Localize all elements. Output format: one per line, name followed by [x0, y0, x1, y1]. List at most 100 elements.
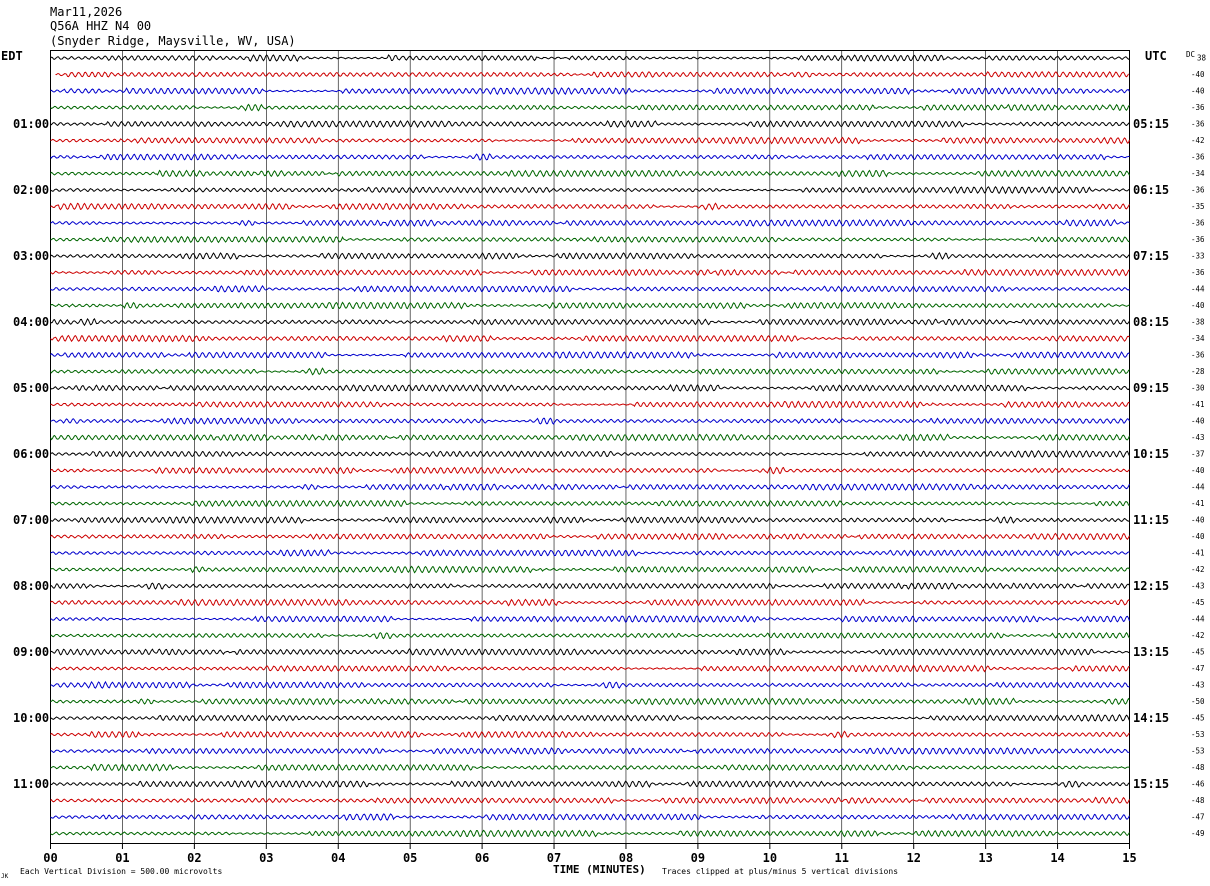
header-date: Mar11,2026 [50, 5, 122, 19]
left-hour-label: 05:00 [13, 381, 49, 395]
dc-offset-label: -41 [1191, 499, 1205, 508]
dc-offset-label: -40 [1191, 516, 1205, 525]
dc-offset-label: -46 [1191, 780, 1205, 789]
left-hour-label: 04:00 [13, 315, 49, 329]
trace-line [50, 119, 1130, 129]
corner-mark: JK [1, 873, 9, 880]
dc-offset-label: -43 [1191, 582, 1205, 591]
trace-line [50, 285, 1130, 293]
right-hour-label: 09:15 [1133, 381, 1169, 395]
right-hour-label: 13:15 [1133, 645, 1169, 659]
trace-line [50, 813, 1130, 821]
dc-offset-label: -43 [1191, 433, 1205, 442]
dc-offset-label: -33 [1191, 252, 1205, 261]
dc-offset-label: -48 [1191, 796, 1205, 805]
dc-offset-label: -48 [1191, 763, 1205, 772]
header-location: (Snyder Ridge, Maysville, WV, USA) [50, 34, 296, 48]
x-tick-label: 12 [906, 851, 920, 865]
dc-offset-label: -40 [1191, 417, 1205, 426]
dc-offset-label: -43 [1191, 681, 1205, 690]
trace-line [50, 680, 1130, 689]
dc-offset-label: -41 [1191, 400, 1205, 409]
left-hour-label: 09:00 [13, 645, 49, 659]
x-tick-label: 06 [475, 851, 489, 865]
minute-gridlines [122, 50, 1058, 844]
right-timezone-label: UTC [1145, 49, 1167, 63]
trace-line [50, 169, 1130, 178]
left-hour-label: 08:00 [13, 579, 49, 593]
trace-line [50, 449, 1130, 459]
x-tick-label: 03 [259, 851, 273, 865]
trace-line [50, 54, 1130, 63]
dc-offset-label: -40 [1191, 70, 1205, 79]
trace-line [50, 334, 1130, 343]
x-tick-label: 02 [187, 851, 201, 865]
trace-line [50, 350, 1130, 359]
right-hour-labels: 05:15 06:15 07:15 08:15 09:15 10:15 11:15 12:15… [1133, 117, 1169, 791]
dc-offset-label: 38 [1197, 54, 1207, 63]
trace-line [50, 433, 1130, 442]
x-tick-label: 05 [403, 851, 417, 865]
trace-line [50, 466, 1130, 475]
dc-offset-label: -34 [1191, 334, 1205, 343]
trace-line [50, 565, 1130, 574]
trace-line [50, 549, 1130, 557]
x-tick-label: 01 [115, 851, 129, 865]
trace-line [50, 516, 1130, 524]
right-hour-label: 05:15 [1133, 117, 1169, 131]
dc-offset-label: -36 [1191, 120, 1205, 129]
left-hour-labels: 01:00 02:00 03:00 04:00 05:00 06:00 07:00 08:00… [13, 117, 49, 791]
left-hour-label: 02:00 [13, 183, 49, 197]
trace-line [50, 218, 1130, 227]
trace-line [50, 598, 1130, 607]
trace-line [50, 202, 1130, 211]
trace-line [50, 648, 1130, 656]
dc-offset-label: -45 [1191, 714, 1205, 723]
right-hour-label: 12:15 [1133, 579, 1169, 593]
left-hour-label: 10:00 [13, 711, 49, 725]
x-tick-label: 14 [1050, 851, 1064, 865]
plot-frame [50, 50, 1130, 844]
dc-offset-label: -36 [1191, 235, 1205, 244]
trace-line [50, 582, 1130, 590]
right-hour-label: 08:15 [1133, 315, 1169, 329]
left-timezone-label: EDT [1, 49, 23, 63]
trace-line [50, 383, 1130, 392]
dc-offset-label: -40 [1191, 466, 1205, 475]
dc-offset-label: -28 [1191, 367, 1205, 376]
trace-line [50, 153, 1130, 161]
dc-offset-label: -40 [1191, 87, 1205, 96]
dc-offset-label: -53 [1191, 747, 1205, 756]
x-tick-label: 04 [331, 851, 345, 865]
left-hour-label: 03:00 [13, 249, 49, 263]
dc-offset-label: -36 [1191, 219, 1205, 228]
dc-offset-label: -45 [1191, 598, 1205, 607]
trace-line [50, 796, 1130, 805]
right-hour-label: 14:15 [1133, 711, 1169, 725]
dc-offset-labels: 38 -40 -40 -36 -36 -42 -36 -34 -36 -35 -36 -36 -33 -3… [1191, 54, 1207, 839]
dc-label: DC [1186, 50, 1195, 59]
trace-line [50, 417, 1130, 425]
dc-offset-label: -36 [1191, 186, 1205, 195]
dc-offset-label: -44 [1191, 615, 1205, 624]
x-tick-label: 09 [691, 851, 705, 865]
dc-offset-label: -42 [1191, 631, 1205, 640]
trace-line [50, 136, 1130, 145]
trace-line [50, 186, 1130, 195]
trace-line [50, 532, 1130, 541]
dc-offset-label: -30 [1191, 384, 1205, 393]
trace-line [50, 301, 1130, 310]
left-hour-label: 11:00 [13, 777, 49, 791]
trace-line [50, 631, 1130, 640]
trace-group [50, 54, 1130, 838]
clip-note: Traces clipped at plus/minus 5 vertical … [662, 867, 898, 876]
dc-offset-label: -50 [1191, 697, 1205, 706]
right-hour-label: 15:15 [1133, 777, 1169, 791]
trace-line [50, 87, 1130, 96]
scale-note: Each Vertical Division = 500.00 microvol… [20, 867, 222, 876]
x-axis-label: TIME (MINUTES) [553, 863, 646, 876]
trace-line [50, 268, 1130, 277]
dc-offset-label: -36 [1191, 103, 1205, 112]
dc-offset-label: -40 [1191, 532, 1205, 541]
trace-line [50, 747, 1130, 755]
